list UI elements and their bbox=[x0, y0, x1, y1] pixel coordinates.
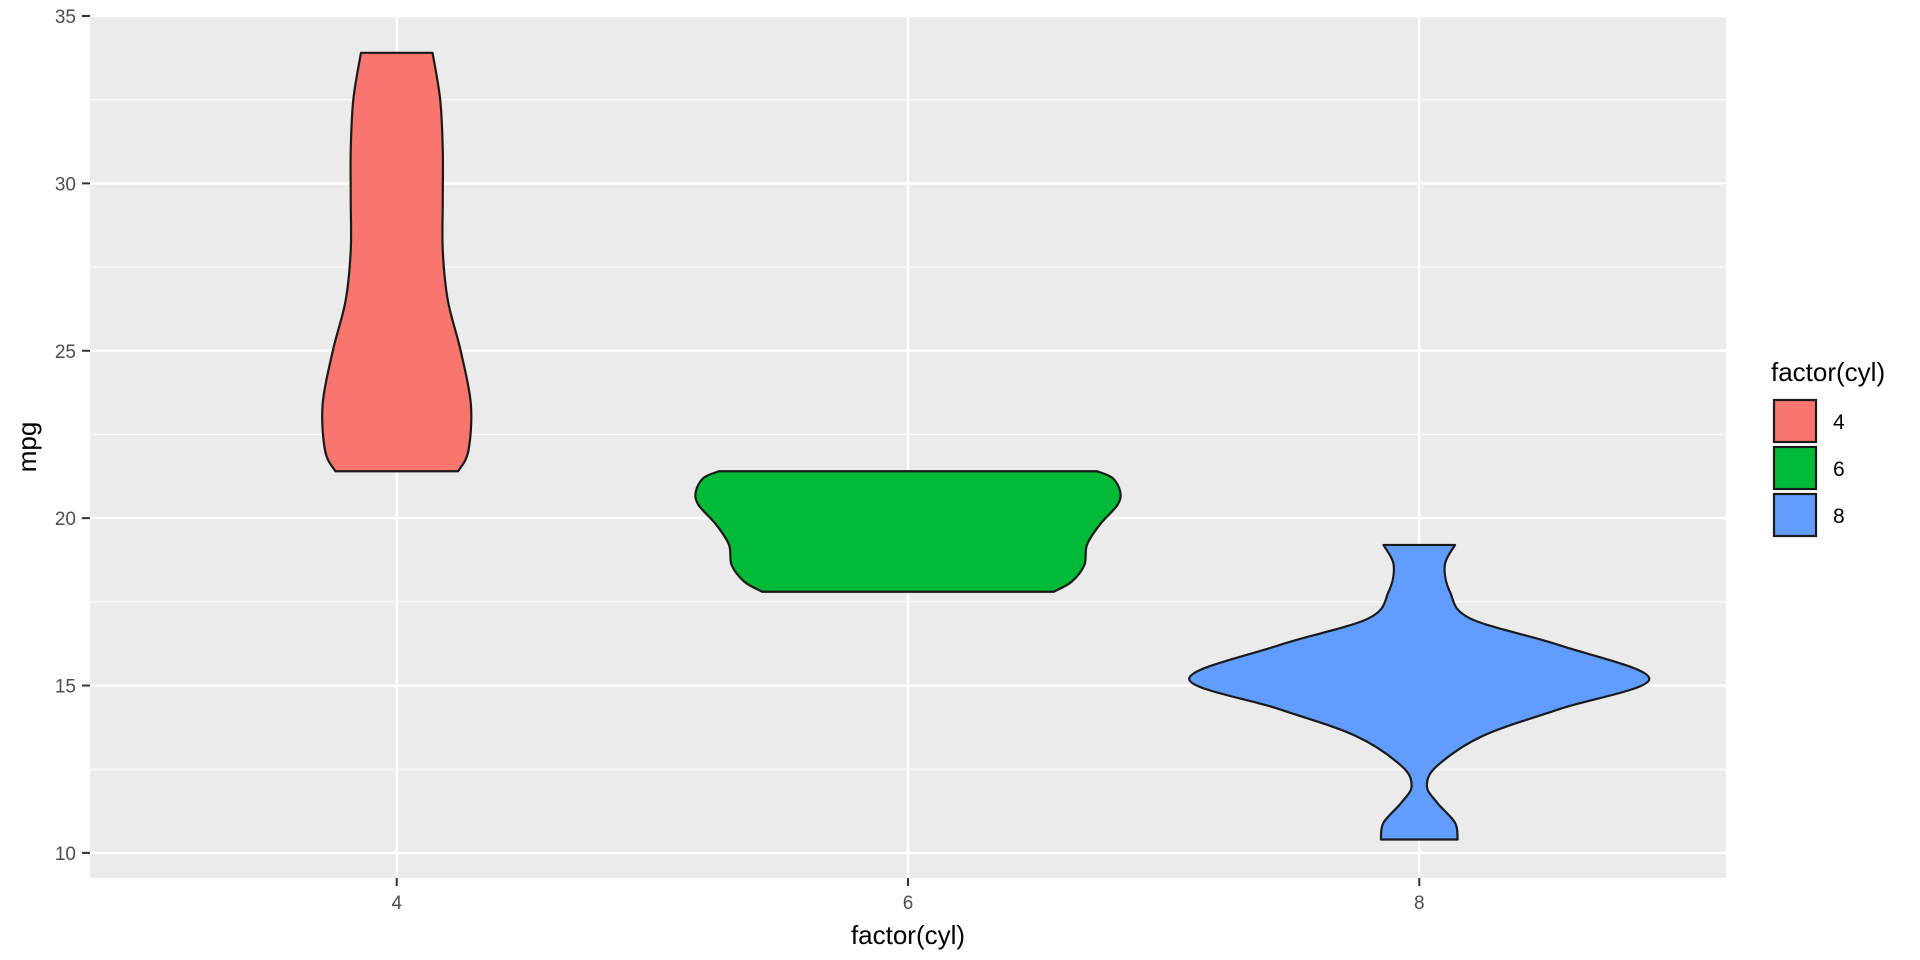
legend-key-4 bbox=[1772, 398, 1818, 444]
y-axis: 10 15 20 25 30 35 bbox=[55, 7, 90, 865]
legend-key-6 bbox=[1772, 445, 1818, 491]
violin-8 bbox=[1188, 543, 1651, 841]
violin-4 bbox=[321, 51, 473, 473]
violin-6 bbox=[694, 470, 1122, 593]
y-axis-title: mpg bbox=[12, 422, 42, 473]
x-axis-title: factor(cyl) bbox=[851, 920, 965, 950]
legend: factor(cyl) 4 6 8 bbox=[1771, 357, 1885, 538]
legend-title: factor(cyl) bbox=[1771, 357, 1885, 387]
legend-key-8 bbox=[1772, 492, 1818, 538]
violins bbox=[321, 51, 1651, 841]
y-tick-label: 20 bbox=[55, 509, 76, 530]
x-tick-label: 8 bbox=[1414, 893, 1425, 914]
x-tick-label: 6 bbox=[903, 893, 914, 914]
x-axis: 4 6 8 bbox=[391, 878, 1425, 914]
legend-label-4: 4 bbox=[1833, 411, 1845, 434]
y-tick-label: 15 bbox=[55, 677, 76, 698]
y-tick-label: 30 bbox=[55, 174, 76, 195]
legend-label-8: 8 bbox=[1833, 505, 1845, 528]
y-tick-label: 10 bbox=[55, 844, 76, 865]
legend-label-6: 6 bbox=[1833, 458, 1845, 481]
y-tick-label: 35 bbox=[55, 7, 76, 28]
x-tick-label: 4 bbox=[391, 893, 402, 914]
y-tick-label: 25 bbox=[55, 342, 76, 363]
